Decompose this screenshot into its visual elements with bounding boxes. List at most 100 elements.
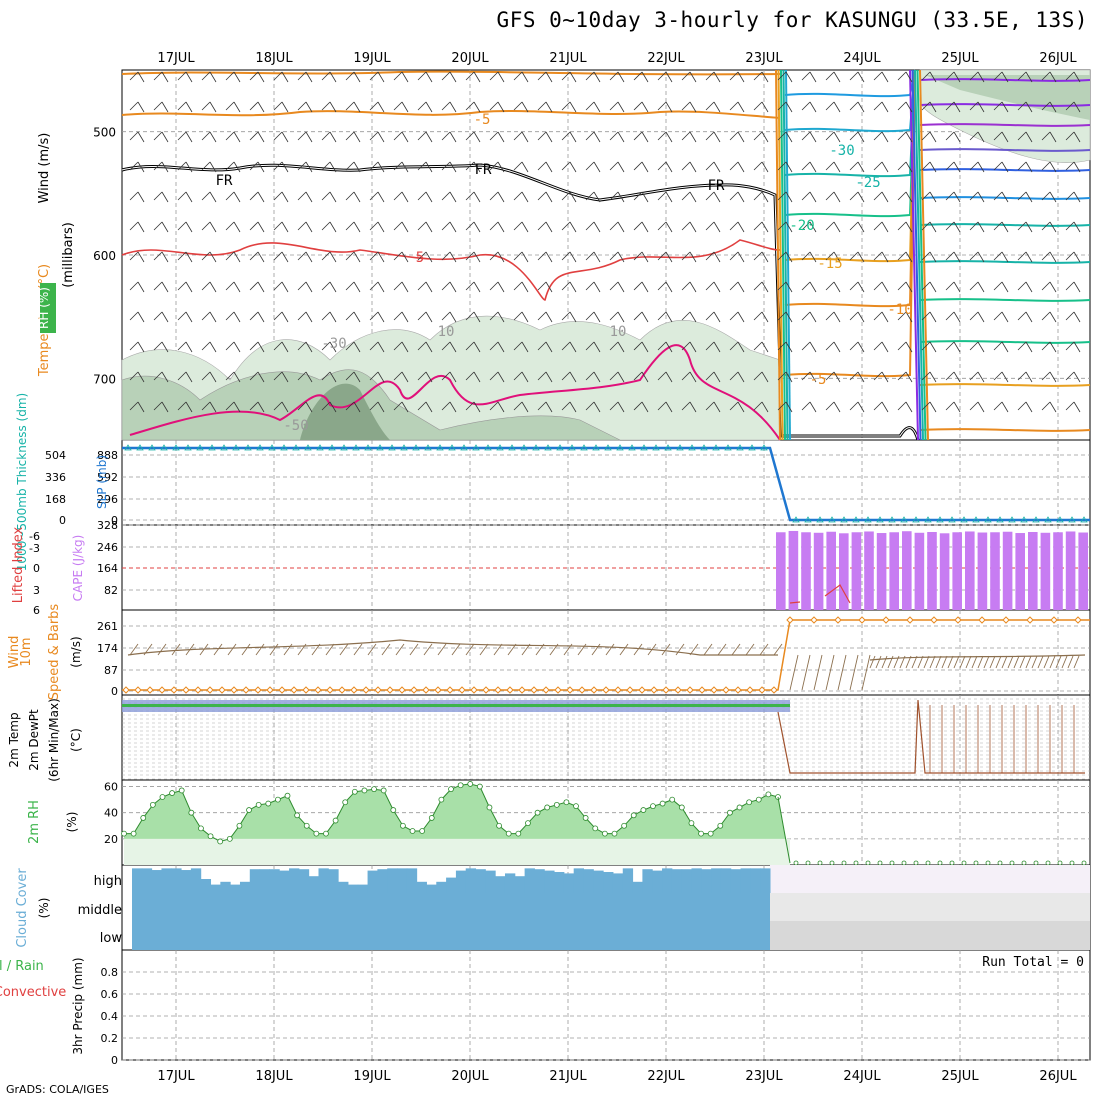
wind-barb	[777, 191, 793, 203]
rh2m-tick-label: 40	[104, 807, 118, 820]
wind-barb	[273, 251, 289, 263]
rh2m-point	[678, 804, 685, 811]
wind-barb-10m	[959, 655, 966, 669]
thickness-marker	[948, 516, 956, 523]
wind-barb	[561, 251, 577, 263]
cloud-high-bar	[367, 870, 378, 893]
wind-barb	[873, 341, 889, 353]
wind-barb	[465, 371, 481, 383]
wind-barb	[921, 101, 937, 113]
cloud-high-bar	[485, 870, 496, 893]
wind-barb	[897, 311, 913, 323]
wind-barb	[249, 371, 265, 383]
wind-barb	[873, 311, 889, 323]
wind-barb-10m	[1001, 655, 1008, 669]
wind-speed-marker	[458, 686, 466, 694]
wind-barb	[657, 401, 673, 413]
thickness-marker	[876, 516, 884, 523]
wind-barb	[153, 191, 169, 203]
wind-barb-10m	[171, 643, 181, 656]
rh2m-point	[601, 830, 608, 837]
wind-speed-marker	[834, 616, 842, 624]
wind-barb-10m	[881, 655, 888, 669]
wind-barb-10m	[1055, 655, 1062, 669]
pressure-axis-label: (millibars)	[61, 222, 76, 288]
cape-bar	[889, 532, 899, 610]
thickness-marker	[804, 516, 812, 523]
wind-barb	[393, 71, 409, 83]
cloud-high-bar	[603, 872, 614, 893]
cloud-high-bar	[239, 881, 251, 893]
wind-barb	[177, 251, 193, 263]
wind-barb	[681, 311, 697, 323]
thickness-tick-label: 336	[45, 471, 66, 484]
wind-barb-10m	[703, 643, 713, 656]
cape-tick-label: 246	[97, 541, 118, 554]
wind-barb	[1041, 371, 1057, 383]
wind-speed-marker	[134, 686, 142, 694]
cut-contour-bundle	[782, 69, 789, 441]
wind-barb-10m	[1043, 655, 1050, 669]
wind-barb	[753, 221, 769, 233]
wind-barb	[945, 401, 961, 413]
wind-barb	[201, 131, 217, 143]
wind-barb	[609, 71, 625, 83]
wind-speed-marker	[302, 686, 310, 694]
wind-barb	[1041, 191, 1057, 203]
cloud-high-bar	[210, 884, 221, 893]
wind-barb	[441, 251, 457, 263]
thickness-marker	[424, 444, 432, 451]
wind-barb	[1041, 221, 1057, 233]
wind-barb	[1017, 341, 1033, 353]
cape-bar	[826, 531, 836, 610]
wind-barb	[129, 161, 145, 173]
temp-contour-minus30	[784, 69, 916, 98]
wind-barb	[225, 371, 241, 383]
wind-barb	[633, 221, 649, 233]
wind-barb-10m	[409, 643, 419, 656]
slp-axis-label: SLP (mb)	[95, 455, 109, 509]
wind-barb-10m	[905, 655, 912, 669]
cloud-high-bar	[495, 876, 506, 893]
wind-barb	[1065, 371, 1081, 383]
wind-barb	[393, 371, 409, 383]
wind-barb	[777, 161, 793, 173]
thickness-marker	[580, 444, 588, 451]
wind-barb	[609, 191, 625, 203]
wind-barb	[729, 311, 745, 323]
wind-barb	[201, 191, 217, 203]
wind-barb	[417, 221, 433, 233]
wind-barb	[993, 251, 1009, 263]
wind-barb	[249, 191, 265, 203]
wind10m-frame	[121, 609, 1091, 696]
wind-speed-marker	[254, 686, 262, 694]
wind-barb-10m	[591, 643, 601, 656]
wind-barb	[849, 401, 865, 413]
thickness-marker	[328, 444, 336, 451]
wind-barb	[705, 71, 721, 83]
wind-barb	[777, 311, 793, 323]
wind-barb	[657, 311, 673, 323]
thickness-marker	[376, 444, 384, 451]
cloud-high-bar	[475, 869, 486, 893]
wind-barb	[177, 341, 193, 353]
rh2m-point	[400, 822, 406, 829]
wind-barb	[681, 101, 697, 113]
wind-barb	[681, 71, 697, 83]
thickness-marker	[160, 444, 168, 451]
rh2m-point	[913, 860, 919, 866]
thickness-marker	[924, 516, 932, 523]
wind-barb	[537, 221, 553, 233]
wind-barb	[609, 101, 625, 113]
rh2m-point	[544, 804, 551, 811]
thickness-marker	[760, 444, 768, 451]
footer-credit: GrADS: COLA/IGES	[6, 1083, 109, 1096]
wind-barb	[321, 311, 337, 323]
rh2m-point	[877, 860, 883, 866]
rh2m-point	[573, 803, 579, 810]
rh2m-point	[698, 830, 704, 837]
wind-barb	[1041, 281, 1057, 293]
cape-bar	[939, 533, 950, 610]
wind-barb	[321, 131, 337, 143]
wind-barb-10m	[549, 643, 559, 656]
